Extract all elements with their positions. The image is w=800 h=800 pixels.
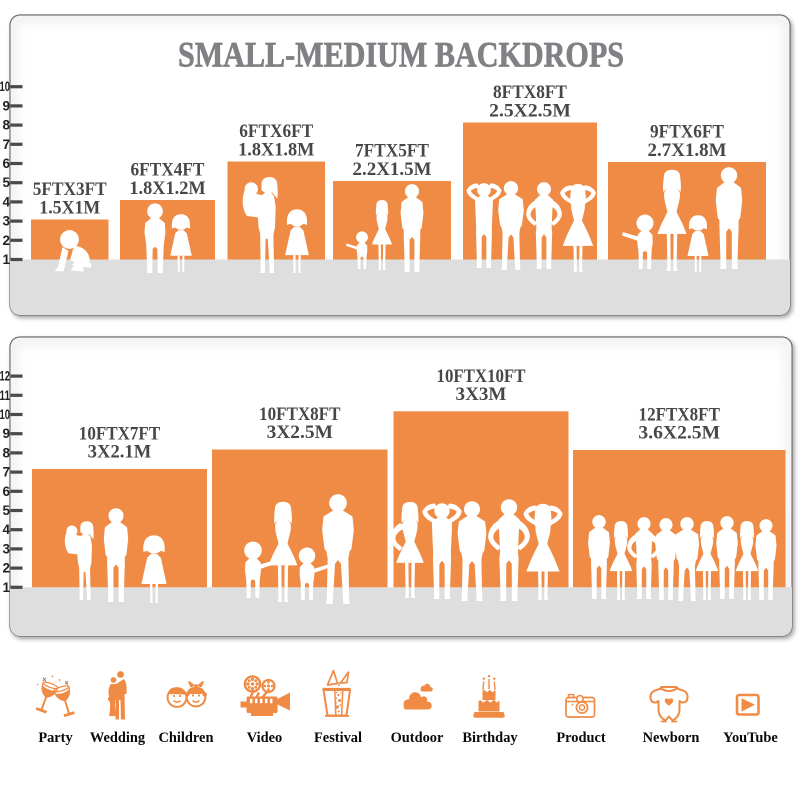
svg-text:8FTX8FT: 8FTX8FT [493, 83, 568, 103]
svg-text:7: 7 [2, 465, 10, 480]
svg-text:3X3M: 3X3M [456, 385, 507, 405]
svg-text:9FTX6FT: 9FTX6FT [650, 123, 725, 143]
svg-text:7FTX5FT: 7FTX5FT [355, 142, 430, 162]
svg-text:Children: Children [159, 730, 214, 746]
svg-text:6: 6 [2, 156, 10, 171]
svg-text:3X2.5M: 3X2.5M [267, 423, 333, 443]
svg-text:Party: Party [38, 730, 73, 746]
svg-text:10: 10 [0, 79, 10, 94]
svg-text:4: 4 [2, 522, 10, 537]
svg-text:5FTX3FT: 5FTX3FT [33, 180, 108, 200]
svg-text:Wedding: Wedding [90, 730, 146, 746]
svg-text:SMALL-MEDIUM BACKDROPS: SMALL-MEDIUM BACKDROPS [178, 35, 624, 75]
svg-text:9: 9 [2, 98, 10, 113]
svg-text:6: 6 [2, 484, 10, 499]
svg-text:Birthday: Birthday [462, 730, 518, 746]
svg-text:10FTX7FT: 10FTX7FT [79, 425, 161, 445]
svg-text:7: 7 [2, 137, 10, 152]
svg-text:2: 2 [2, 233, 10, 248]
svg-text:9: 9 [2, 426, 10, 441]
svg-text:Festival: Festival [314, 730, 362, 746]
svg-text:6FTX6FT: 6FTX6FT [239, 122, 314, 142]
svg-text:5: 5 [2, 175, 10, 190]
svg-text:10: 10 [0, 407, 10, 422]
svg-text:5: 5 [2, 503, 10, 518]
svg-text:2.7X1.8M: 2.7X1.8M [648, 141, 727, 161]
svg-text:3.6X2.5M: 3.6X2.5M [638, 424, 720, 444]
svg-text:1.5X1M: 1.5X1M [39, 199, 100, 219]
svg-text:1: 1 [2, 252, 10, 267]
svg-text:Outdoor: Outdoor [391, 730, 444, 746]
svg-text:12: 12 [0, 369, 10, 384]
svg-text:1.8X1.2M: 1.8X1.2M [129, 179, 205, 199]
svg-text:8: 8 [2, 445, 10, 460]
svg-text:10FTX8FT: 10FTX8FT [259, 405, 341, 425]
svg-text:8: 8 [2, 118, 10, 133]
svg-text:1.8X1.8M: 1.8X1.8M [238, 141, 314, 161]
svg-text:1: 1 [2, 580, 10, 595]
svg-text:6FTX4FT: 6FTX4FT [131, 161, 206, 181]
svg-text:3: 3 [2, 541, 10, 556]
svg-text:12FTX8FT: 12FTX8FT [639, 406, 721, 426]
svg-text:2.2X1.5M: 2.2X1.5M [353, 160, 432, 180]
svg-text:3: 3 [2, 214, 10, 229]
svg-text:Newborn: Newborn [643, 730, 700, 746]
svg-text:4: 4 [2, 194, 10, 209]
svg-text:YouTube: YouTube [723, 730, 778, 746]
svg-text:Video: Video [247, 730, 282, 746]
svg-text:10FTX10FT: 10FTX10FT [437, 367, 527, 387]
svg-text:3X2.1M: 3X2.1M [88, 443, 152, 463]
svg-text:Product: Product [556, 730, 606, 746]
svg-text:2: 2 [2, 561, 10, 576]
svg-text:2.5X2.5M: 2.5X2.5M [489, 102, 571, 122]
svg-text:11: 11 [0, 388, 10, 403]
